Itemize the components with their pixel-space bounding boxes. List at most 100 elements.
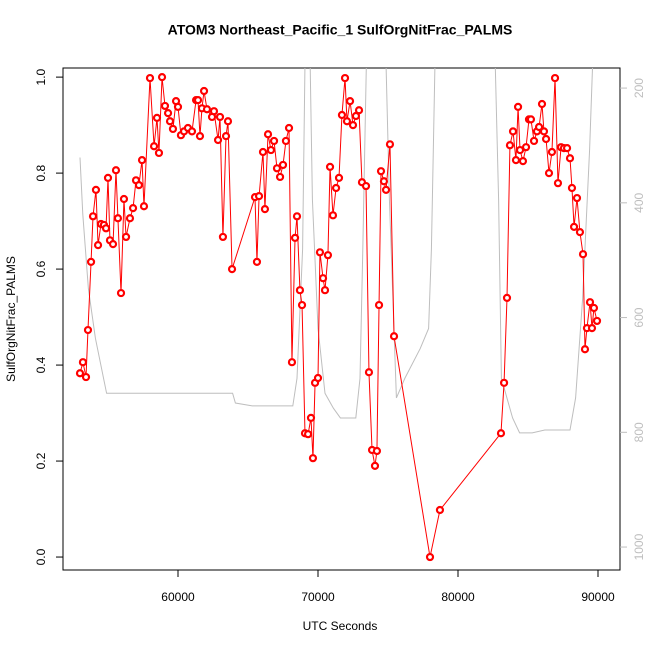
series [75, 73, 602, 562]
data-point [381, 185, 391, 195]
data-point [334, 173, 344, 183]
data-point [348, 121, 358, 130]
data-point [580, 345, 590, 354]
data-point [258, 147, 268, 157]
data-point [221, 132, 231, 141]
x-tick-label: 70000 [301, 590, 335, 604]
data-point [290, 233, 300, 242]
data-point [575, 228, 585, 237]
y-tick-label: 1.0 [34, 68, 48, 85]
data-point [306, 413, 316, 422]
data-point [111, 166, 121, 175]
data-point [499, 378, 509, 387]
data-point [544, 169, 554, 178]
data-point [139, 202, 149, 211]
data-point [364, 368, 374, 377]
data-point [157, 73, 167, 82]
series [79, 68, 593, 434]
data-point [91, 185, 101, 195]
data-point [154, 148, 164, 158]
data-point [163, 109, 173, 118]
data-point [585, 298, 595, 307]
data-point [213, 135, 223, 145]
data-point [209, 107, 219, 116]
y2-tick-label: 600 [632, 307, 646, 327]
data-point [78, 358, 88, 367]
data-point [511, 156, 521, 165]
y2-tick-label: 800 [632, 422, 646, 442]
data-point [505, 141, 515, 150]
data-point [565, 154, 575, 163]
data-point [152, 113, 162, 123]
x-tick-label: 80000 [441, 590, 475, 604]
data-point [370, 461, 380, 470]
data-point [562, 144, 572, 153]
plot-frame [62, 67, 621, 571]
data-point [199, 86, 209, 96]
data-point [218, 232, 228, 242]
data-point [93, 240, 103, 250]
data-point [323, 251, 333, 260]
data-point [361, 181, 371, 191]
data-point [537, 99, 547, 109]
data-point [587, 324, 597, 333]
data-point [592, 316, 602, 326]
data-point [547, 147, 557, 157]
data-point [252, 257, 262, 266]
data-point [567, 183, 577, 193]
data-point [529, 136, 539, 146]
data-point [345, 97, 355, 106]
data-point [269, 136, 279, 146]
data-point [160, 101, 170, 111]
data-point [81, 372, 91, 382]
data-point [515, 145, 525, 155]
data-point [325, 162, 335, 171]
data-line [79, 68, 593, 434]
y2-tick-label: 1000 [632, 533, 646, 560]
data-point [223, 117, 233, 126]
y-tick-label: 0.0 [34, 548, 48, 565]
data-point [328, 211, 338, 220]
x-tick-label: 90000 [581, 590, 615, 604]
data-point [168, 124, 178, 134]
data-point [342, 117, 352, 126]
data-point [103, 173, 113, 183]
y2-tick-label: 200 [632, 78, 646, 98]
chart-title: ATOM3 Northeast_Pacific_1 SulfOrgNitFrac… [168, 22, 513, 38]
data-point [149, 142, 159, 151]
data-point [435, 505, 445, 515]
data-point [266, 145, 276, 155]
x-tick-label: 60000 [161, 590, 195, 604]
data-point [320, 286, 330, 295]
data-point [125, 214, 135, 223]
data-point [496, 429, 506, 438]
y-tick-label: 0.6 [34, 260, 48, 277]
data-point [313, 373, 323, 383]
data-point [292, 212, 302, 221]
y2-tick-label: 400 [632, 192, 646, 212]
data-point [113, 214, 123, 223]
data-point [389, 332, 399, 341]
data-point [541, 134, 551, 144]
data-point [337, 110, 347, 120]
data-point [254, 192, 264, 201]
data-point [376, 167, 386, 176]
data-point [116, 288, 126, 298]
data-point [315, 248, 325, 257]
data-point [119, 194, 129, 204]
data-point [518, 157, 528, 166]
data-point [379, 177, 389, 186]
data-point [372, 446, 382, 456]
data-point [303, 430, 313, 439]
x-axis-label: UTC Seconds [303, 619, 378, 633]
data-point [263, 130, 273, 139]
data-point [340, 73, 350, 83]
data-point [281, 136, 291, 146]
y-tick-label: 0.8 [34, 164, 48, 181]
data-point [165, 117, 175, 126]
data-point [86, 257, 96, 266]
data-point [275, 172, 285, 182]
data-point [272, 164, 282, 173]
data-point [578, 250, 588, 259]
